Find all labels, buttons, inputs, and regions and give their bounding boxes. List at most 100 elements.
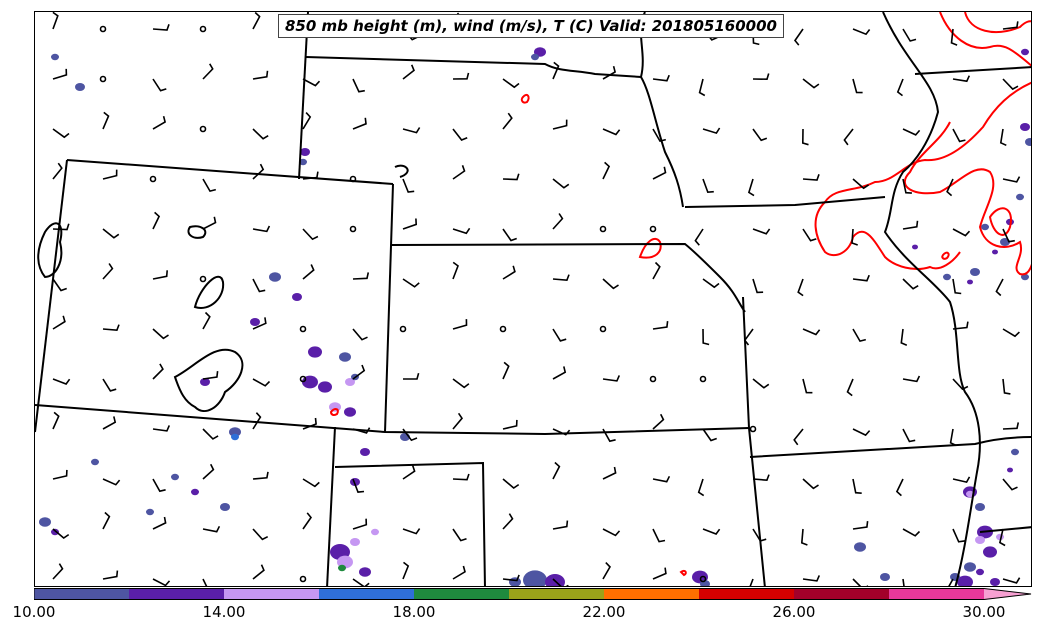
precip-cell [1011,448,1019,456]
precip-cell [75,83,85,91]
temperature-contour [941,251,950,260]
wind-barb [802,378,813,394]
colorbar-bin [129,588,225,600]
precip-cell [220,503,230,511]
wind-barb [602,562,611,580]
wind-barb [948,578,954,586]
wind-barb [998,528,1006,547]
wind-barb [152,363,164,380]
wind-barb [302,171,319,180]
precip-cell [269,272,281,282]
wind-barb [402,465,416,480]
wind-barb [652,74,670,82]
wind-barb-calm [199,25,207,33]
wind-barb [402,428,418,442]
precip-cell [338,564,346,572]
precip-cell [1021,48,1029,56]
precip-cell [1007,467,1013,473]
wind-barb [152,78,167,92]
wind-barb [602,161,611,180]
wind-barb [793,428,804,446]
wind-barb [252,70,269,80]
precip-cell [975,536,985,544]
wind-barb [402,64,415,80]
wind-barb [902,128,921,136]
wind-barb [1002,328,1020,338]
wind-barb-calm [649,375,657,383]
wind-barb [896,78,904,97]
wind-barb [802,228,817,242]
wind-barb [102,111,110,130]
precip-cell [854,542,866,552]
wind-barb [352,328,368,341]
precip-cell [1020,123,1030,131]
wind-barb [402,127,421,134]
wind-barb [502,173,520,181]
wind-barb [752,528,767,542]
wind-barb [152,115,167,130]
state-border-mississippi-river [882,12,981,586]
precip-cell [200,378,210,386]
wind-barb [802,575,821,582]
wind-barb [452,227,471,235]
wind-barb [702,328,710,346]
wind-barb [202,216,217,230]
state-border-arizona-nm [326,426,336,586]
wind-barb [252,12,261,30]
lake-great-salt [37,222,63,279]
wind-barb [1002,176,1021,183]
precip-cell [292,293,302,301]
wind-barb [502,574,520,582]
wind-barb [801,128,809,146]
colorbar-tick-label: 14.00 [202,603,246,621]
wind-barb-calm [599,325,607,333]
wind-barb [950,28,958,46]
wind-barb [952,476,971,484]
precip-cell [966,490,974,498]
wind-barb [102,570,119,580]
wind-barb [895,478,904,497]
wind-barb [52,315,66,330]
wind-barb [946,178,954,197]
wind-barb [652,261,661,280]
wind-barb [552,328,567,342]
wind-barb [102,478,121,486]
precip-cell [345,378,355,386]
wind-barb-calm [699,375,707,383]
wind-barb [302,417,317,430]
colorbar-bin [794,588,890,600]
colorbar [34,588,1032,600]
wind-barb [995,278,1004,297]
wind-barb [52,278,67,292]
wind-barb [846,378,854,397]
wind-barb [802,328,821,336]
wind-barb [902,220,919,230]
wind-barb-calm [599,225,607,233]
wind-barb [602,428,616,443]
wind-barb [202,578,208,586]
state-border-iowa-south [684,196,886,208]
wind-barb [802,478,819,490]
wind-barb [402,561,410,580]
colorbar-tick-label: 10.00 [12,603,56,621]
colorbar-bin [414,588,510,600]
precip-cell [964,562,976,572]
wind-barb [552,61,560,80]
wind-barb [902,528,921,537]
wind-barb-calm [349,225,357,233]
state-border-kentucky [979,526,1031,533]
colorbar-bin [319,588,415,600]
wind-barb [252,528,269,541]
precip-cell [339,352,351,362]
wind-barb [452,412,464,430]
wind-barb [902,278,919,290]
wind-barb [202,63,214,80]
wind-barb [902,578,905,586]
wind-barb [952,128,966,143]
wind-barb [602,466,617,480]
state-border-colorado-north [66,159,394,185]
wind-barb [152,478,166,493]
wind-barb [652,166,667,180]
precip-cell [957,575,973,586]
wind-barb [252,564,265,580]
